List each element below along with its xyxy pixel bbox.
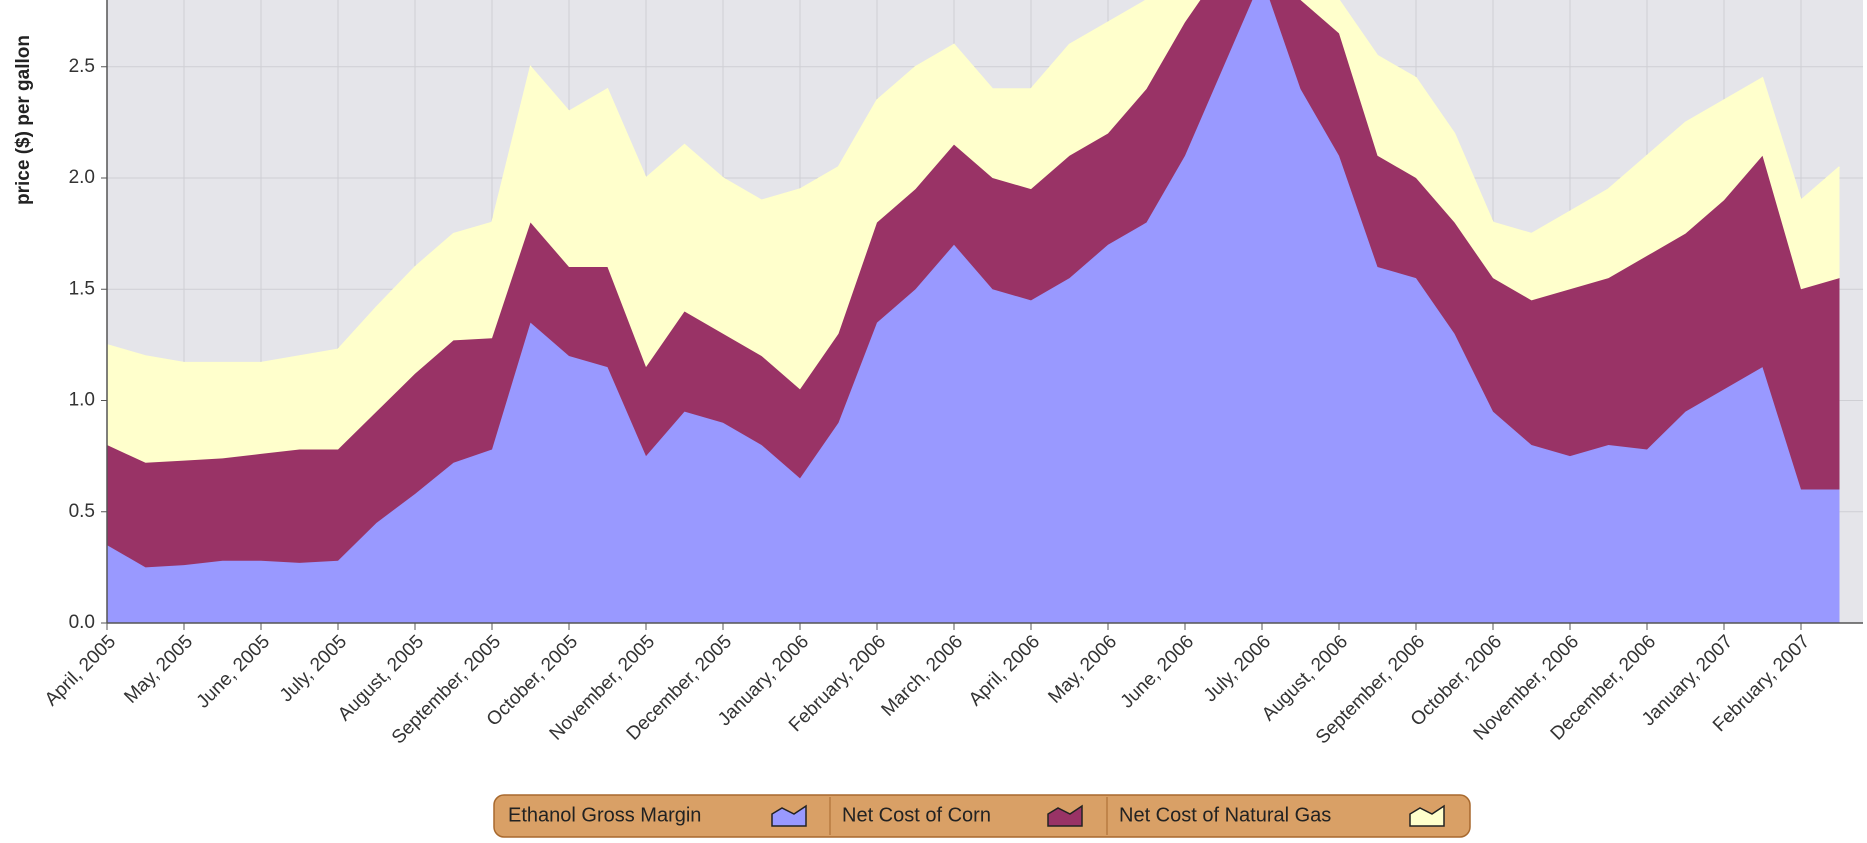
- y-tick-label: 1.5: [69, 278, 95, 299]
- x-tick-label: April, 2005: [41, 631, 120, 710]
- y-axis-title: price ($) per gallon: [13, 35, 34, 205]
- area-fill: [107, 0, 1840, 623]
- x-tick-label: May, 2005: [120, 631, 197, 708]
- legend-label: Ethanol Gross Margin: [508, 804, 701, 826]
- legend-icon: [1409, 804, 1445, 827]
- y-tick-label: 2.5: [69, 56, 95, 77]
- area-edge: [107, 0, 1840, 364]
- x-tick-label: May, 2006: [1044, 631, 1121, 708]
- x-tick-label: June, 2005: [193, 631, 274, 712]
- x-tick-label: April, 2006: [965, 631, 1044, 710]
- area-fill: [107, 0, 1840, 568]
- x-tick-label: June, 2006: [1117, 631, 1198, 712]
- legend: Ethanol Gross Margin Net Cost of Corn Net …: [493, 794, 1471, 838]
- area-fill: [107, 0, 1840, 463]
- legend-box: [493, 794, 1471, 838]
- legend-icon: [1047, 804, 1083, 827]
- y-tick-label: 0.5: [69, 501, 95, 522]
- y-tick-label: 0.0: [69, 612, 95, 633]
- x-tick-label: March, 2006: [878, 631, 968, 721]
- x-tick-label: July, 2005: [276, 631, 351, 706]
- legend-label: Net Cost of Natural Gas: [1119, 804, 1331, 826]
- legend-label: Net Cost of Corn: [842, 804, 991, 826]
- legend-icon: [771, 804, 807, 827]
- y-tick-label: 2.0: [69, 167, 95, 188]
- y-tick-label: 1.0: [69, 390, 95, 411]
- areas: [107, 0, 1840, 623]
- x-tick-label: July, 2006: [1200, 631, 1275, 706]
